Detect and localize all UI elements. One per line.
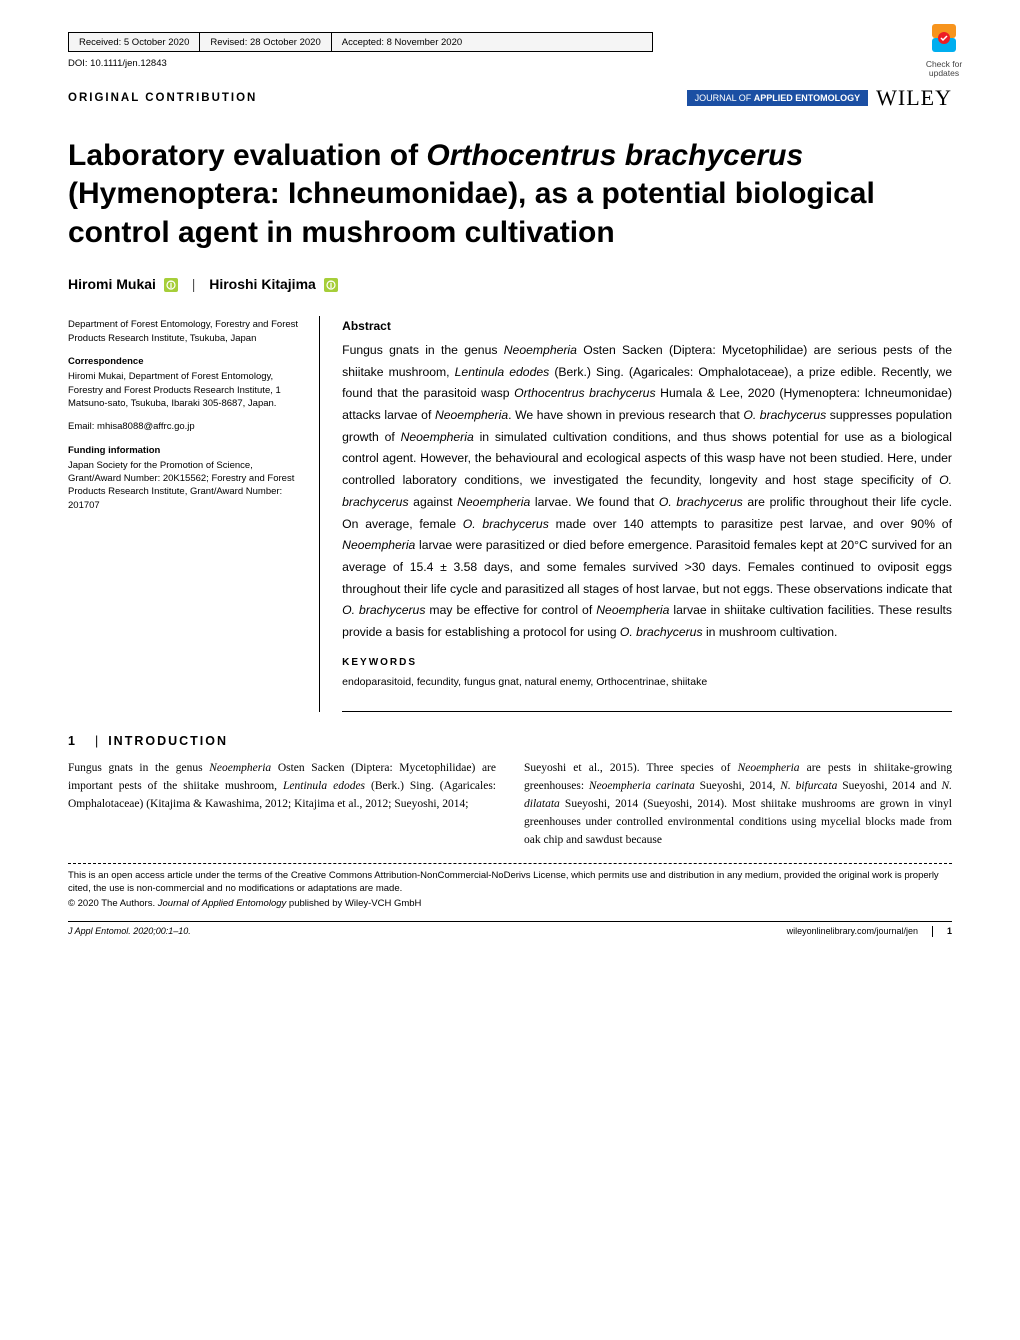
check-updates-icon [924, 18, 964, 58]
journal-url[interactable]: wileyonlinelibrary.com/journal/jen [787, 926, 918, 936]
citation-footer: J Appl Entomol. 2020;00:1–10. [68, 926, 191, 936]
section-number: 1 [68, 734, 77, 748]
article-type: ORIGINAL CONTRIBUTION [68, 92, 257, 104]
article-title: Laboratory evaluation of Orthocentrus br… [68, 137, 952, 252]
abstract-block: Abstract Fungus gnats in the genus Neoem… [342, 316, 952, 712]
keywords-list: endoparasitoid, fecundity, fungus gnat, … [342, 673, 952, 692]
keywords-heading: KEYWORDS [342, 654, 952, 672]
author-2: Hiroshi Kitajima [209, 276, 316, 292]
author-list: Hiromi Mukai | Hiroshi Kitajima [68, 276, 952, 292]
journal-badge: JOURNAL OF APPLIED ENTOMOLOGY [687, 90, 869, 106]
author-separator: | [192, 276, 196, 292]
author-1: Hiromi Mukai [68, 276, 156, 292]
body-text: Fungus gnats in the genus Neoempheria Os… [68, 760, 952, 849]
journal-badge-prefix: JOURNAL OF [695, 93, 754, 103]
accepted-date: Accepted: 8 November 2020 [332, 33, 472, 51]
abstract-text: Fungus gnats in the genus Neoempheria Os… [342, 340, 952, 644]
check-for-updates-badge[interactable]: Check for updates [924, 18, 964, 79]
body-col-2: Sueyoshi et al., 2015). Three species of… [524, 760, 952, 849]
copyright-text: © 2020 The Authors. Journal of Applied E… [68, 898, 952, 911]
revised-date: Revised: 28 October 2020 [200, 33, 331, 51]
correspondence-heading: Correspondence [68, 355, 305, 368]
abstract-heading: Abstract [342, 316, 952, 337]
license-text: This is an open access article under the… [68, 870, 952, 896]
check-updates-label-2: updates [924, 69, 964, 78]
orcid-icon[interactable] [164, 278, 178, 292]
page-footer: J Appl Entomol. 2020;00:1–10. wileyonlin… [68, 921, 952, 937]
article-history-bar: Received: 5 October 2020 Revised: 28 Oct… [68, 32, 653, 52]
page-number: 1 [947, 926, 952, 936]
doi-label: DOI: 10.1111/jen.12843 [68, 58, 952, 69]
affiliation: Department of Forest Entomology, Forestr… [68, 318, 305, 345]
funding-text: Japan Society for the Promotion of Scien… [68, 459, 305, 512]
license-block: This is an open access article under the… [68, 870, 952, 910]
journal-badge-bold: APPLIED ENTOMOLOGY [754, 93, 860, 103]
received-date: Received: 5 October 2020 [69, 33, 200, 51]
correspondence-text: Hiromi Mukai, Department of Forest Entom… [68, 370, 305, 410]
correspondence-email[interactable]: Email: mhisa8088@affrc.go.jp [68, 420, 305, 433]
publisher-logo: WILEY [876, 85, 952, 111]
article-info-sidebar: Department of Forest Entomology, Forestr… [68, 316, 320, 712]
body-col-1: Fungus gnats in the genus Neoempheria Os… [68, 760, 496, 849]
funding-heading: Funding information [68, 444, 305, 457]
orcid-icon[interactable] [324, 278, 338, 292]
section-title: INTRODUCTION [108, 734, 228, 748]
section-heading: 1|INTRODUCTION [68, 734, 952, 748]
